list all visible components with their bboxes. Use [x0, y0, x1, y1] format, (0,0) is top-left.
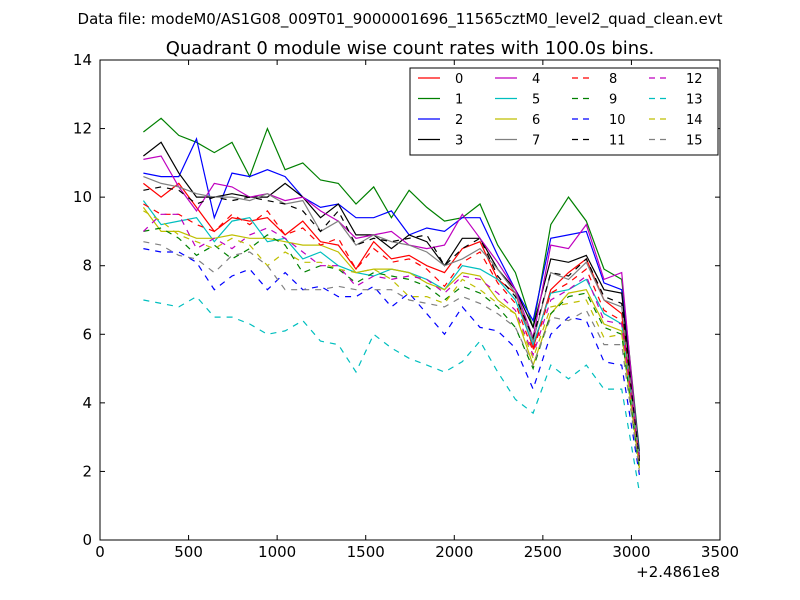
y-tick-label: 4	[82, 394, 92, 412]
y-tick-label: 14	[73, 51, 92, 69]
series-line-7	[143, 176, 640, 458]
x-axis-offset-label: +2.4861e8	[636, 563, 720, 581]
legend-frame	[409, 67, 719, 156]
plot-series-group	[142, 117, 640, 493]
legend-label-5: 5	[532, 93, 540, 108]
series-line-10	[143, 248, 640, 475]
y-tick-label: 8	[82, 257, 92, 275]
legend-label-4: 4	[532, 72, 540, 87]
y-tick-label: 10	[73, 188, 92, 206]
series-line-11	[143, 186, 640, 462]
legend-label-1: 1	[455, 93, 463, 108]
series-line-15	[143, 241, 640, 472]
y-tick-label: 12	[73, 120, 92, 138]
x-tick-label: 3500	[701, 543, 739, 561]
series-line-3	[143, 141, 640, 458]
legend-label-0: 0	[455, 72, 463, 87]
legend-label-13: 13	[686, 93, 703, 108]
legend-label-2: 2	[455, 113, 463, 128]
legend-label-10: 10	[609, 113, 626, 128]
x-tick-label: 1000	[258, 543, 296, 561]
legend-label-9: 9	[609, 93, 617, 108]
y-tick-label: 6	[82, 325, 92, 343]
series-line-13	[143, 295, 640, 493]
series-line-2	[143, 137, 640, 455]
x-tick-label: 2500	[524, 543, 562, 561]
x-tick-label: 500	[174, 543, 203, 561]
chart-suptitle: Data file: modeM0/AS1G08_009T01_90000016…	[78, 10, 723, 29]
legend-label-14: 14	[686, 113, 703, 128]
series-line-8	[143, 203, 640, 462]
series-line-1	[143, 117, 640, 451]
series-line-6	[142, 207, 640, 469]
legend-label-12: 12	[686, 72, 703, 87]
legend-label-7: 7	[532, 134, 540, 149]
series-line-12	[142, 213, 640, 465]
x-tick-label: 0	[95, 543, 105, 561]
series-line-9	[143, 227, 640, 472]
legend-label-8: 8	[609, 72, 617, 87]
x-tick-label: 2000	[435, 543, 473, 561]
series-line-0	[143, 182, 640, 458]
legend-label-6: 6	[532, 113, 540, 128]
legend-label-3: 3	[455, 134, 463, 149]
plot-frame	[99, 59, 721, 541]
y-tick-label: 0	[82, 531, 92, 549]
y-tick-label: 2	[82, 462, 92, 480]
x-tick-label: 1500	[347, 543, 385, 561]
series-line-4	[143, 155, 640, 462]
chart-title: Quadrant 0 module wise count rates with …	[166, 38, 655, 59]
x-tick-label: 3000	[612, 543, 650, 561]
legend-label-11: 11	[609, 134, 626, 149]
legend-label-15: 15	[686, 134, 703, 149]
